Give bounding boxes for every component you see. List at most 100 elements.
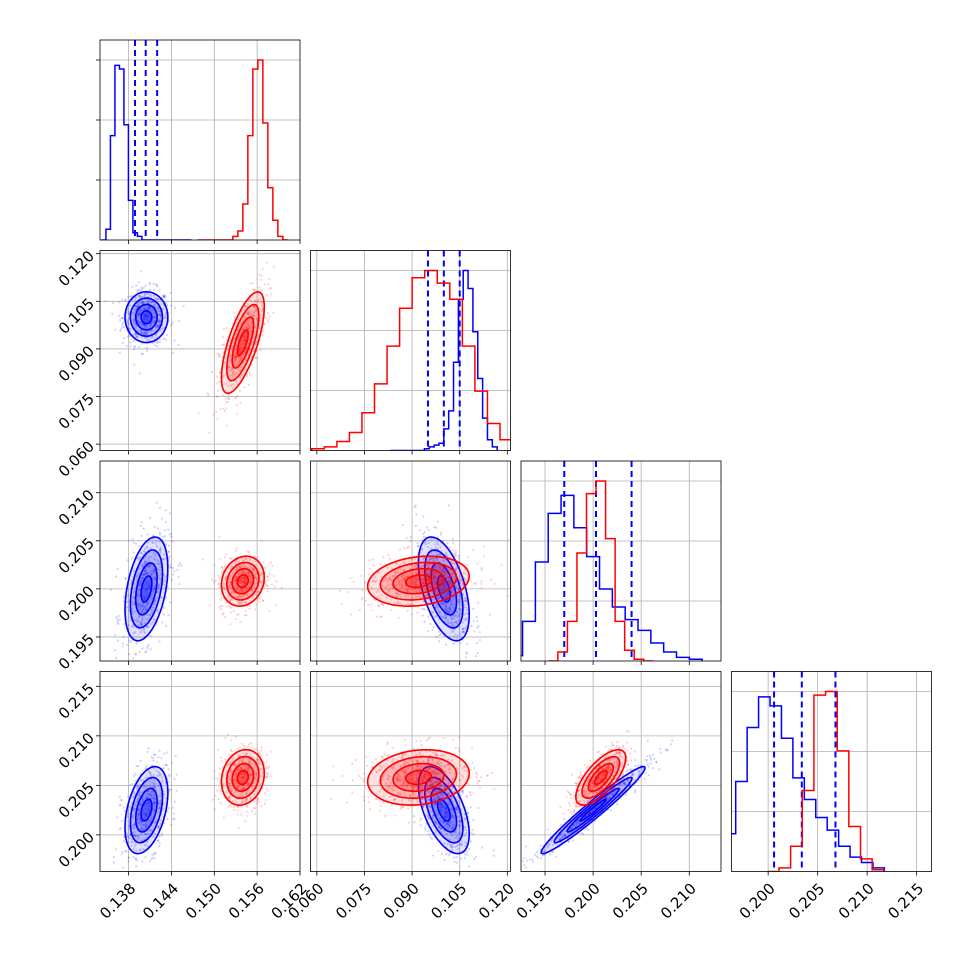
sample-point xyxy=(229,374,232,377)
sample-point xyxy=(145,836,148,839)
sample-point xyxy=(421,614,424,617)
sample-point xyxy=(138,650,141,654)
sample-point xyxy=(429,538,433,541)
sample-point xyxy=(269,286,272,289)
sample-point xyxy=(122,336,126,340)
sample-point xyxy=(153,802,156,805)
sample-point xyxy=(153,795,156,799)
sample-point xyxy=(157,826,160,829)
sample-point xyxy=(145,796,148,799)
sample-point xyxy=(115,656,118,660)
sample-point xyxy=(133,619,136,622)
sample-point xyxy=(231,598,234,601)
sample-point xyxy=(242,580,245,584)
sample-point xyxy=(149,324,152,327)
sample-point xyxy=(152,801,156,804)
sample-point xyxy=(126,559,129,562)
sample-point xyxy=(224,357,227,360)
sample-point xyxy=(224,361,227,365)
sample-point xyxy=(397,571,400,574)
sample-point xyxy=(388,578,391,581)
sample-point xyxy=(154,542,157,545)
sample-point xyxy=(145,545,148,548)
sample-point xyxy=(265,775,268,779)
sample-point xyxy=(253,305,256,308)
sample-point xyxy=(147,804,151,807)
sample-point xyxy=(163,295,166,298)
sample-point xyxy=(140,629,143,632)
sample-point xyxy=(438,579,442,582)
sample-point xyxy=(255,578,258,581)
sample-point xyxy=(419,817,422,820)
sample-point xyxy=(133,323,136,327)
sample-point xyxy=(444,580,447,583)
sample-point xyxy=(430,570,433,573)
sample-point xyxy=(153,786,157,789)
sample-point xyxy=(130,824,134,827)
sample-point xyxy=(458,598,461,601)
sample-point xyxy=(406,609,409,613)
sample-point xyxy=(249,327,252,330)
sample-point xyxy=(244,578,247,581)
sample-point xyxy=(154,306,157,309)
sample-point xyxy=(151,790,154,793)
sample-point xyxy=(158,583,161,586)
sample-point xyxy=(377,604,381,608)
sample-point xyxy=(152,312,155,315)
sample-point xyxy=(124,577,127,580)
sample-point xyxy=(144,572,147,575)
sample-point xyxy=(163,578,166,581)
sample-point xyxy=(461,789,465,793)
sample-point xyxy=(244,557,248,560)
sample-point xyxy=(239,376,242,379)
sample-point xyxy=(435,526,438,529)
sample-point xyxy=(133,807,136,811)
sample-point xyxy=(455,620,458,623)
sample-point xyxy=(106,665,108,667)
sample-point xyxy=(238,355,241,358)
sample-point xyxy=(153,320,156,323)
sample-point xyxy=(158,795,162,798)
sample-point xyxy=(164,314,167,317)
sample-point xyxy=(150,555,153,558)
sample-point xyxy=(146,307,150,310)
sample-point xyxy=(140,295,143,298)
sample-point xyxy=(240,373,243,377)
sample-point xyxy=(156,323,159,327)
sample-point xyxy=(238,603,241,606)
sample-point xyxy=(450,572,453,575)
sample-point xyxy=(239,358,242,362)
sample-point xyxy=(111,312,114,315)
sample-point xyxy=(239,581,242,585)
sample-point xyxy=(454,550,457,553)
sample-point xyxy=(158,749,161,752)
sample-point xyxy=(140,604,143,607)
sample-point xyxy=(235,577,238,580)
sample-point xyxy=(152,796,155,799)
sample-point xyxy=(130,580,133,583)
sample-point xyxy=(245,572,248,575)
sample-point xyxy=(144,547,147,551)
sample-point xyxy=(244,601,247,605)
sample-point xyxy=(255,603,258,606)
sample-point xyxy=(381,603,384,607)
sample-point xyxy=(170,323,173,327)
sample-point xyxy=(229,557,232,560)
sample-point xyxy=(121,317,125,320)
sample-point xyxy=(143,573,146,576)
sample-point xyxy=(237,369,240,372)
sample-point xyxy=(449,592,452,595)
sample-point xyxy=(443,582,447,585)
sample-point xyxy=(230,383,233,386)
sample-point xyxy=(117,615,120,618)
sample-point xyxy=(433,571,437,574)
sample-point xyxy=(443,570,446,573)
sample-point xyxy=(446,560,449,563)
sample-point xyxy=(256,598,259,601)
sample-point xyxy=(134,834,137,838)
sample-point xyxy=(212,580,216,584)
sample-point xyxy=(148,820,151,823)
sample-point xyxy=(251,282,254,285)
sample-point xyxy=(447,590,450,593)
sample-point xyxy=(438,580,441,583)
